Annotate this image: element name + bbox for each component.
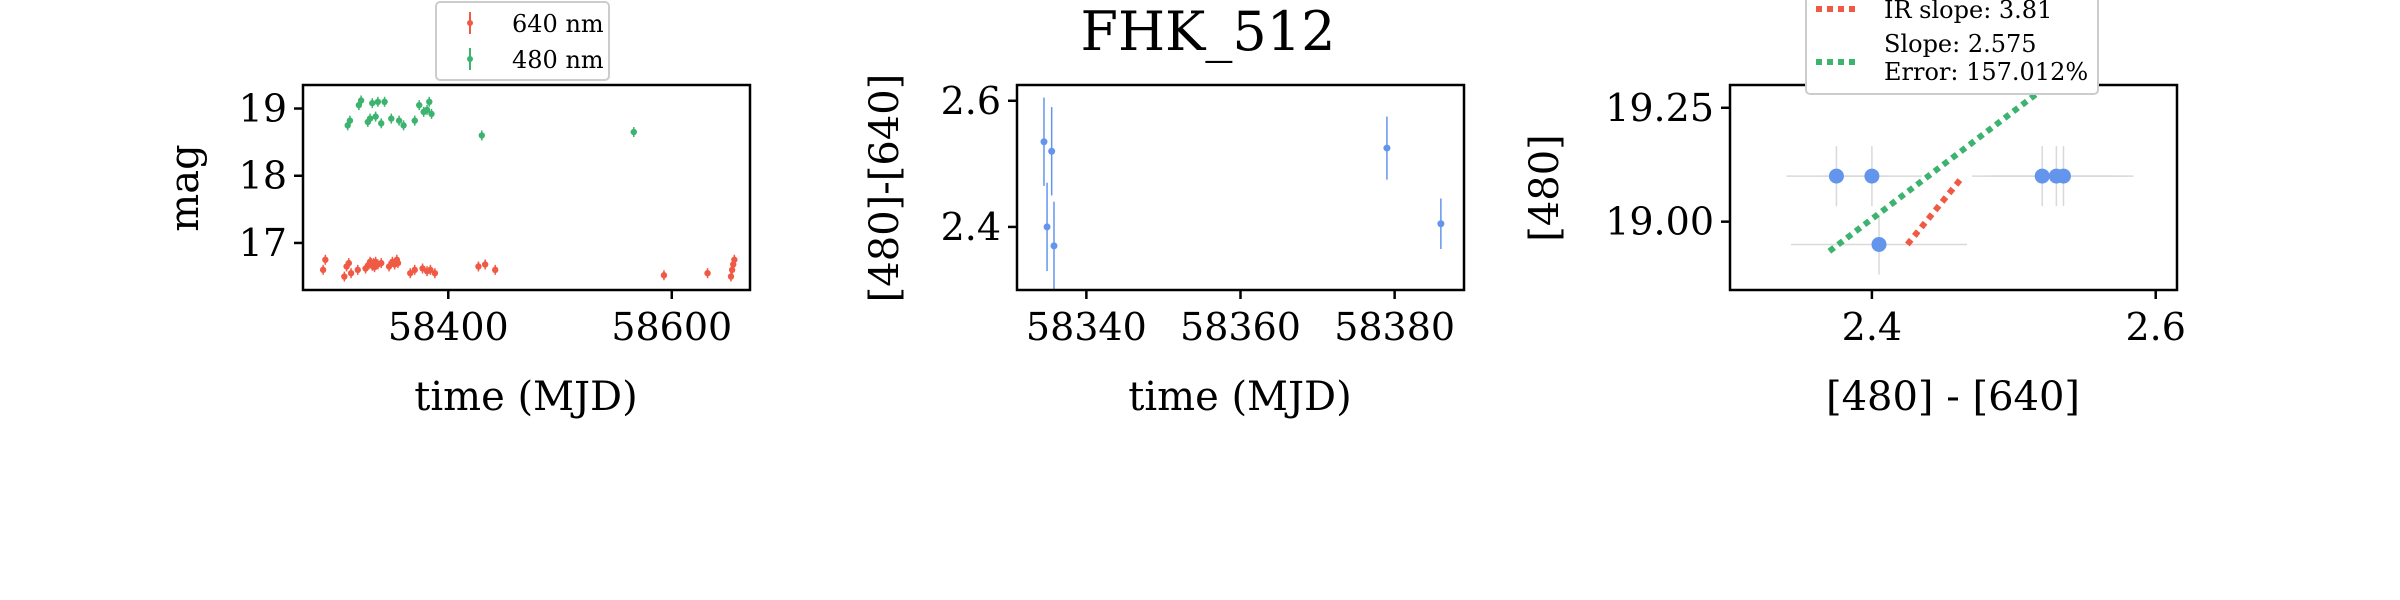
ct-ytick-label-1: 2.6 bbox=[941, 79, 1001, 123]
ct-point-5 bbox=[1437, 220, 1445, 228]
legend-label-slope: Slope: 2.575 bbox=[1884, 30, 2037, 58]
color-magnitude-ylabel: [480] bbox=[1522, 134, 1568, 242]
lc-point-1-21 bbox=[630, 128, 637, 136]
cm-fit-line-0 bbox=[1905, 176, 1964, 247]
lc-point-0-30 bbox=[492, 266, 499, 274]
lc-point-0-27 bbox=[431, 269, 439, 277]
ct-point-2 bbox=[1048, 147, 1056, 155]
lc-point-0-0 bbox=[319, 266, 327, 274]
lc-ytick-label-1: 18 bbox=[239, 154, 287, 198]
cm-xtick-label-0: 2.4 bbox=[1842, 305, 1902, 349]
color-time-axes-frame bbox=[1015, 83, 1466, 292]
light-curve-panel: 58400 58600 17 18 19 time (MJD) mag 640 nm 4… bbox=[162, 1, 752, 420]
lc-ytick-label-0: 17 bbox=[239, 221, 287, 265]
ct-point-4 bbox=[1383, 144, 1391, 152]
lc-point-0-31 bbox=[660, 272, 668, 279]
cm-fit-line-1 bbox=[1827, 87, 2045, 254]
lc-point-1-14 bbox=[411, 117, 418, 124]
lc-point-0-34 bbox=[728, 266, 736, 274]
ct-point-0 bbox=[1040, 138, 1048, 146]
lc-point-1-10 bbox=[381, 98, 388, 106]
lc-point-0-6 bbox=[354, 266, 361, 274]
lc-point-0-23 bbox=[411, 266, 418, 274]
lc-point-1-5 bbox=[366, 115, 374, 122]
lc-point-0-36 bbox=[731, 256, 738, 263]
cm-ytick-label-0: 19.00 bbox=[1605, 200, 1714, 244]
lc-point-1-19 bbox=[428, 110, 435, 118]
lc-xtick-label-1: 58600 bbox=[611, 305, 732, 349]
color-magnitude-panel: 2.4 2.6 19.00 19.25 [480] - [640] [480] IR … bbox=[1522, 0, 2186, 420]
lc-point-0-5 bbox=[347, 269, 355, 277]
lc-point-1-7 bbox=[372, 113, 379, 120]
lc-point-0-17 bbox=[385, 263, 393, 270]
color-magnitude-xlabel: [480] - [640] bbox=[1826, 374, 2080, 420]
lc-point-1-3 bbox=[357, 97, 365, 104]
lc-point-1-11 bbox=[388, 115, 395, 122]
lc-point-0-21 bbox=[394, 259, 402, 267]
lc-point-0-4 bbox=[345, 259, 353, 267]
ct-xtick-label-2: 58380 bbox=[1334, 305, 1455, 349]
lc-point-0-33 bbox=[727, 273, 735, 280]
color-time-ylabel: [480]-[640] bbox=[862, 74, 908, 303]
lc-ytick-label-2: 19 bbox=[239, 87, 287, 131]
lc-point-1-1 bbox=[346, 117, 354, 124]
lc-point-0-1 bbox=[322, 256, 329, 263]
lc-point-0-22 bbox=[407, 269, 414, 277]
ct-xtick-label-0: 58340 bbox=[1026, 305, 1147, 349]
lc-point-0-16 bbox=[378, 259, 385, 267]
cm-point-2 bbox=[1871, 236, 1887, 252]
lc-point-0-28 bbox=[475, 263, 482, 270]
lc-xtick-label-0: 58400 bbox=[388, 305, 509, 349]
lc-point-0-32 bbox=[704, 269, 711, 277]
cm-xtick-label-1: 2.6 bbox=[2125, 305, 2185, 349]
color-magnitude-axes-frame bbox=[1728, 83, 2179, 292]
figure-title: FHK_512 bbox=[1081, 0, 1336, 63]
lc-point-1-20 bbox=[478, 132, 485, 139]
lc-point-1-15 bbox=[416, 101, 423, 109]
light-curve-xlabel: time (MJD) bbox=[414, 374, 637, 420]
lc-point-1-12 bbox=[395, 117, 403, 124]
color-magnitude-legend: IR slope: 3.81 Slope: 2.575 Error: 157.0… bbox=[1805, 0, 2099, 95]
color-time-xlabel: time (MJD) bbox=[1128, 374, 1351, 420]
lc-point-1-9 bbox=[378, 120, 385, 127]
lc-point-1-8 bbox=[374, 98, 382, 106]
cm-ytick-label-1: 19.25 bbox=[1605, 86, 1714, 130]
light-curve-legend: 640 nm 480 nm bbox=[435, 1, 610, 81]
lc-point-1-17 bbox=[423, 106, 431, 114]
lc-point-0-26 bbox=[427, 266, 434, 274]
ct-ytick-label-0: 2.4 bbox=[941, 205, 1001, 249]
legend-label-480: 480 nm bbox=[512, 46, 604, 74]
light-curve-ylabel: mag bbox=[162, 144, 208, 231]
cm-point-3 bbox=[2034, 168, 2050, 184]
legend-label-error: Error: 157.012% bbox=[1884, 58, 2088, 86]
lc-point-1-13 bbox=[400, 122, 407, 129]
color-time-panel: FHK_512 58340 58360 58380 2.4 2.6 time (MJD)… bbox=[862, 0, 1466, 420]
lc-point-1-18 bbox=[426, 98, 433, 106]
lc-point-1-6 bbox=[369, 99, 376, 107]
lc-point-0-2 bbox=[341, 273, 348, 280]
cm-point-0 bbox=[1828, 168, 1844, 184]
cm-point-1 bbox=[1864, 168, 1880, 184]
lc-point-0-29 bbox=[481, 261, 489, 268]
ct-xtick-label-1: 58360 bbox=[1180, 305, 1301, 349]
ct-point-3 bbox=[1050, 242, 1058, 250]
legend-label-ir-slope: IR slope: 3.81 bbox=[1884, 0, 2052, 24]
light-curve-axes-frame bbox=[301, 83, 752, 292]
ct-point-1 bbox=[1043, 223, 1051, 231]
cm-point-5 bbox=[2055, 168, 2071, 184]
legend-label-640: 640 nm bbox=[512, 10, 604, 38]
